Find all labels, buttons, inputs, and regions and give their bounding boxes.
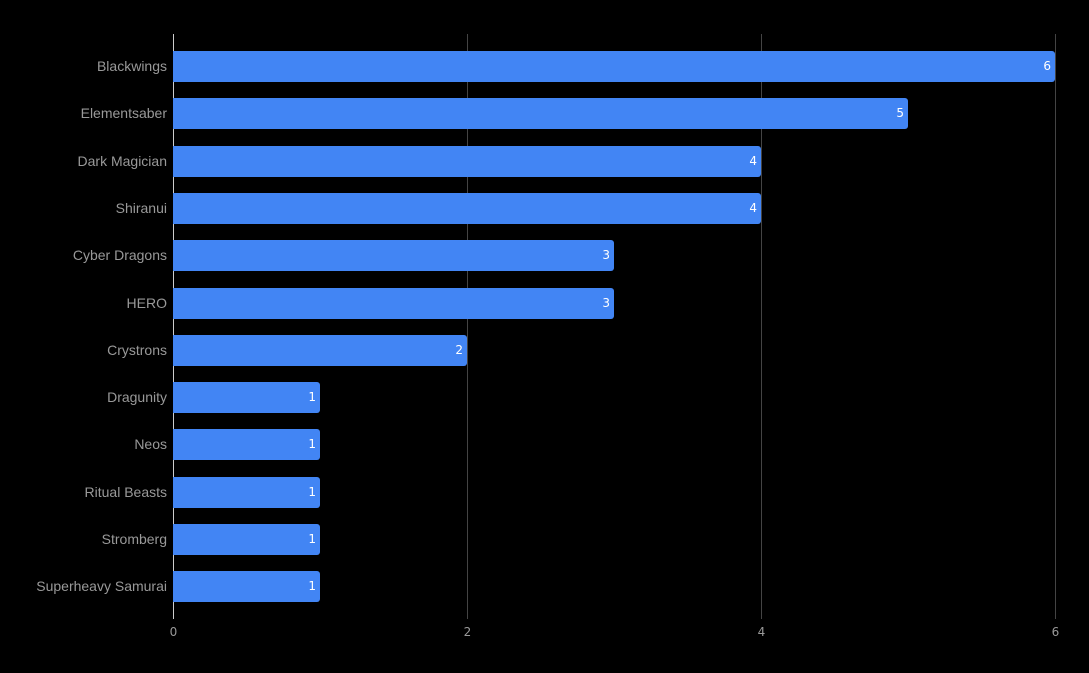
bar-row: Elementsaber 5 (0, 98, 1089, 130)
bar-row: Stromberg 1 (0, 524, 1089, 555)
bar[interactable]: 3 (173, 287, 614, 319)
gridline (1055, 34, 1056, 619)
bar[interactable]: 1 (173, 524, 320, 555)
bar-value-label: 1 (308, 437, 316, 452)
bar[interactable]: 4 (173, 145, 761, 177)
bar-row: Crystrons 2 (0, 334, 1089, 366)
category-label: Cyber Dragons (72, 247, 167, 264)
category-label: Dark Magician (77, 152, 167, 169)
x-tick-label: 6 (1051, 625, 1060, 639)
bar-value-label: 1 (308, 532, 316, 546)
bar[interactable]: 3 (173, 240, 614, 272)
bar-row: Cyber Dragons 3 (0, 240, 1089, 272)
category-label: Stromberg (101, 531, 167, 547)
bar-value-label: 4 (749, 200, 757, 215)
bar[interactable]: 5 (173, 98, 908, 130)
category-label: Ritual Beasts (84, 483, 167, 500)
bar-row: Ritual Beasts 1 (0, 476, 1089, 508)
bar-value-label: 6 (1043, 59, 1051, 73)
category-label: Superheavy Samurai (36, 578, 167, 595)
bar-value-label: 5 (896, 106, 904, 121)
bar-value-label: 3 (602, 248, 610, 263)
bar-value-label: 3 (602, 295, 610, 310)
bar[interactable]: 1 (173, 382, 320, 414)
bar[interactable]: 1 (173, 571, 320, 603)
bar-row: Dark Magician 4 (0, 145, 1089, 177)
bar-value-label: 1 (308, 579, 316, 594)
bar-row: Blackwings 6 (0, 51, 1089, 82)
gridline (467, 34, 468, 619)
bar-value-label: 2 (455, 342, 463, 357)
category-label: Dragunity (107, 389, 167, 406)
bar-row: Shiranui 4 (0, 192, 1089, 224)
bar-row: Dragunity 1 (0, 382, 1089, 414)
bar[interactable]: 4 (173, 192, 761, 224)
bar[interactable]: 2 (173, 334, 467, 366)
x-tick-label: 2 (463, 625, 472, 639)
bar-value-label: 1 (308, 484, 316, 499)
bar[interactable]: 1 (173, 476, 320, 508)
category-label: HERO (126, 294, 167, 311)
y-axis-line (173, 34, 174, 619)
category-label: Neos (134, 436, 167, 453)
category-label: Blackwings (96, 58, 167, 74)
bar-row: Neos 1 (0, 429, 1089, 461)
bar-value-label: 4 (749, 153, 757, 168)
category-label: Shiranui (115, 199, 167, 216)
category-label: Elementsaber (80, 105, 167, 122)
bar-value-label: 1 (308, 390, 316, 405)
bar-row: HERO 3 (0, 287, 1089, 319)
category-label: Crystrons (107, 341, 167, 358)
bar[interactable]: 6 (173, 51, 1055, 82)
bar-row: Superheavy Samurai 1 (0, 571, 1089, 603)
gridline (761, 34, 762, 619)
bar[interactable]: 1 (173, 429, 320, 461)
x-tick-label: 4 (757, 625, 766, 639)
x-tick-label: 0 (169, 625, 178, 639)
